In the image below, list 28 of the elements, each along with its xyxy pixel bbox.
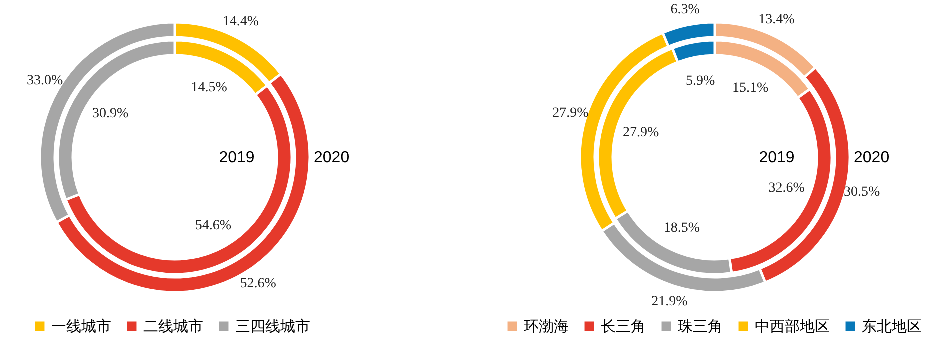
data-label: 32.6%: [768, 181, 806, 196]
legend-label: 长三角: [601, 318, 646, 336]
legend-label: 环渤海: [524, 318, 569, 336]
legend-label: 三四线城市: [236, 318, 310, 336]
data-label: 52.6%: [240, 276, 277, 292]
data-label: 21.9%: [652, 294, 688, 310]
data-label: 27.9%: [622, 126, 660, 141]
legend-label: 中西部地区: [755, 318, 830, 336]
legend-label: 二线城市: [144, 318, 204, 336]
data-label: 5.9%: [686, 74, 716, 89]
data-label: 33.0%: [26, 74, 64, 89]
slice-label: 2019: [219, 150, 255, 166]
slice-label: 2019: [759, 150, 795, 166]
legend-label: 珠三角: [678, 318, 723, 336]
data-label: 30.5%: [844, 184, 880, 200]
slice-label: 2020: [854, 150, 890, 166]
legend-label: 东北地区: [862, 318, 922, 336]
data-label: 30.9%: [92, 106, 130, 122]
data-label: 14.4%: [222, 14, 260, 30]
slice-label: 2020: [314, 150, 350, 166]
data-label: 14.5%: [191, 80, 228, 96]
data-label: 18.5%: [664, 221, 700, 236]
data-label: 27.9%: [552, 106, 590, 122]
data-label: 15.1%: [732, 81, 770, 96]
legend-label: 一线城市: [52, 318, 112, 336]
data-label: 13.4%: [758, 12, 796, 28]
data-label: 54.6%: [195, 218, 232, 234]
data-label: 6.3%: [670, 2, 700, 18]
